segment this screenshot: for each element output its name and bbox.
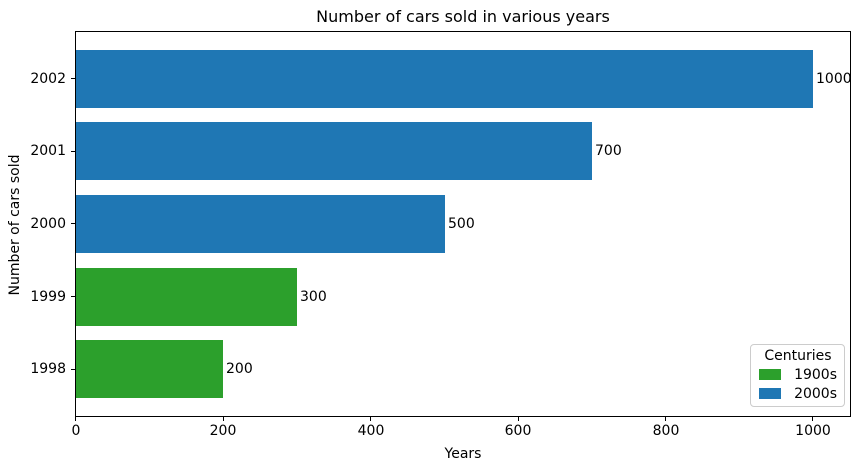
y-tick-label-2002: 2002: [30, 71, 66, 87]
legend-swatch-2000s: [759, 388, 781, 399]
bar-2001: [76, 122, 592, 180]
y-tick-mark-1998: [71, 369, 75, 371]
x-tick-label-600: 600: [504, 423, 532, 439]
legend: Centuries 1900s 2000s: [750, 344, 845, 407]
x-tick-label-200: 200: [209, 423, 237, 439]
legend-entry-label: 1900s: [794, 366, 837, 383]
y-tick-label-2000: 2000: [30, 216, 66, 232]
bar-1998: [76, 340, 223, 398]
legend-swatch-1900s: [759, 369, 781, 380]
legend-entry-2000s: 2000s: [759, 384, 837, 403]
legend-entry-label: 2000s: [794, 385, 837, 402]
legend-title: Centuries: [764, 348, 832, 364]
y-tick-mark-2002: [71, 78, 75, 80]
x-tick-mark-0: [75, 417, 77, 421]
x-tick-label-400: 400: [357, 423, 385, 439]
y-tick-label-2001: 2001: [30, 143, 66, 159]
x-tick-label-0: 0: [71, 423, 81, 439]
bar-value-label-2000: 500: [448, 216, 475, 232]
x-tick-mark-1000: [812, 417, 814, 421]
y-tick-label-1999: 1999: [30, 289, 66, 305]
legend-entry-1900s: 1900s: [759, 365, 837, 384]
bar-2000: [76, 195, 445, 253]
x-tick-mark-200: [223, 417, 225, 421]
x-tick-label-1000: 1000: [795, 423, 831, 439]
bar-value-label-2002: 1000: [816, 71, 852, 87]
y-tick-mark-1999: [71, 296, 75, 298]
chart-title: Number of cars sold in various years: [316, 7, 610, 26]
bar-value-label-1998: 200: [226, 361, 253, 377]
bar-2002: [76, 50, 813, 108]
x-tick-mark-400: [370, 417, 372, 421]
x-axis-label: Years: [444, 446, 482, 462]
y-tick-mark-2001: [71, 151, 75, 153]
bar-value-label-2001: 700: [595, 143, 622, 159]
y-tick-mark-2000: [71, 223, 75, 225]
bar-1999: [76, 268, 297, 326]
x-tick-mark-600: [518, 417, 520, 421]
legend-entries: 1900s 2000s: [759, 365, 837, 403]
y-tick-label-1998: 1998: [30, 361, 66, 377]
x-tick-label-800: 800: [652, 423, 680, 439]
x-tick-mark-800: [665, 417, 667, 421]
bar-value-label-1999: 300: [300, 289, 327, 305]
y-axis-label: Number of cars sold: [7, 154, 23, 296]
